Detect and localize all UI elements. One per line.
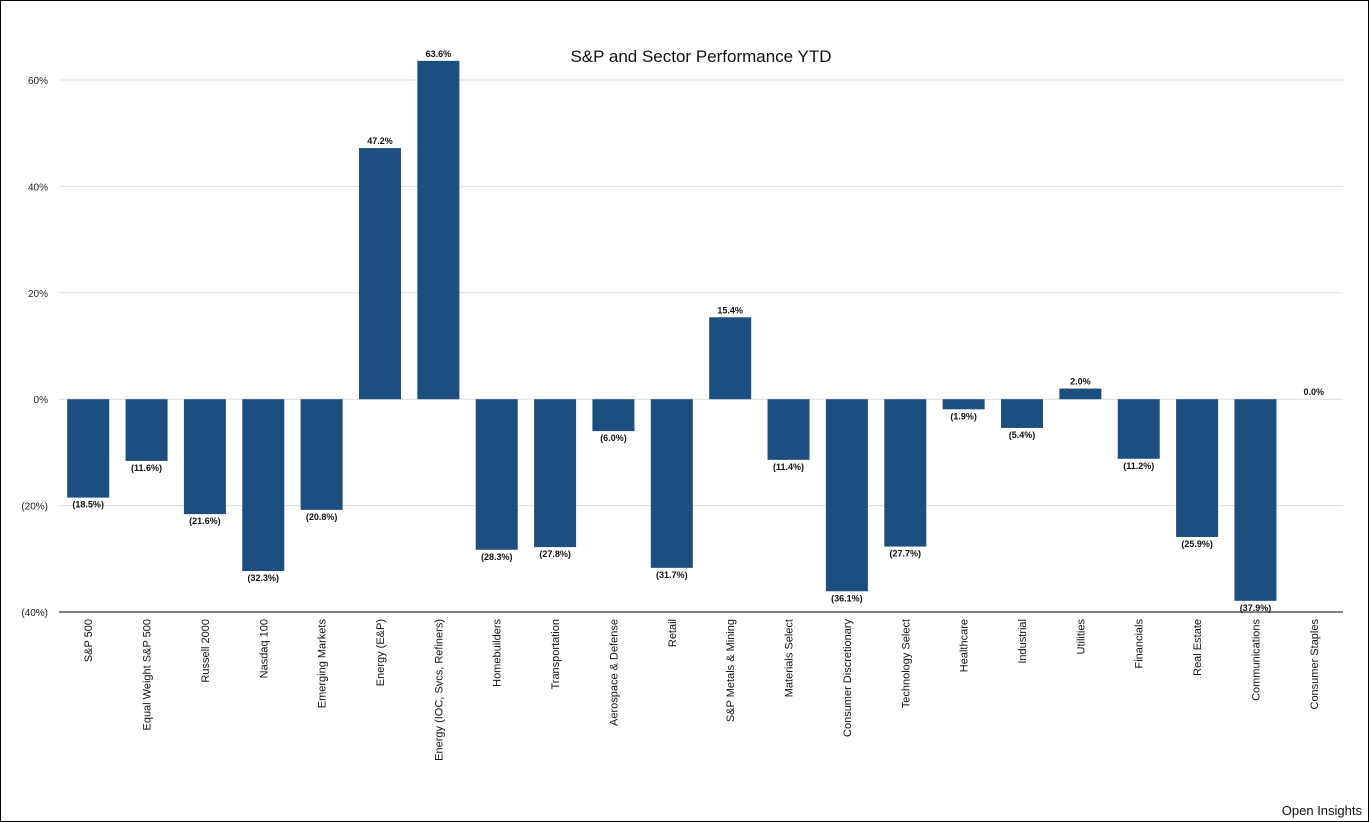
- bar: [825, 399, 868, 592]
- bar: [767, 399, 810, 460]
- x-tick-label: Industrial: [1017, 619, 1029, 664]
- x-tick-label: Equal Weight S&P 500: [142, 619, 154, 731]
- bar: [475, 399, 518, 550]
- bar: [358, 148, 402, 400]
- data-label: (6.0%): [600, 433, 627, 443]
- x-tick-label: Materials Select: [784, 619, 796, 697]
- data-label: (1.9%): [950, 411, 977, 421]
- data-label: (27.7%): [890, 549, 922, 559]
- x-tick-label: Real Estate: [1192, 619, 1204, 676]
- credit-label: Open Insights: [1281, 803, 1362, 818]
- data-label: (25.9%): [1181, 539, 1213, 549]
- data-label: (27.8%): [539, 549, 571, 559]
- y-tick-label: (40%): [21, 608, 48, 619]
- data-label: 0.0%: [1304, 387, 1325, 397]
- y-axis-ticks: 60% 40% 20% 0% (20%) (40%): [21, 76, 48, 619]
- x-tick-label: Retail: [667, 619, 679, 647]
- bar: [709, 317, 752, 400]
- bar: [942, 399, 985, 410]
- y-tick-label: 40%: [28, 182, 48, 193]
- x-tick-label: Energy (E&P): [375, 619, 387, 686]
- x-tick-label: Energy (IOC, Svcs, Refiners): [433, 619, 445, 761]
- x-tick-label: Utilities: [1075, 619, 1087, 655]
- data-label: (20.8%): [306, 512, 338, 522]
- y-tick-label: 0%: [34, 395, 49, 406]
- data-label: (18.5%): [72, 500, 104, 510]
- bar: [1234, 399, 1277, 601]
- data-label: 15.4%: [717, 305, 743, 315]
- x-tick-label: Consumer Staples: [1309, 619, 1321, 710]
- x-tick-label: Technology Select: [900, 619, 912, 708]
- bar: [125, 399, 168, 461]
- bar: [534, 399, 577, 548]
- data-label: 47.2%: [367, 136, 393, 146]
- x-tick-label: Homebuilders: [492, 619, 504, 687]
- data-label: (32.3%): [248, 573, 280, 583]
- bar: [1000, 399, 1044, 428]
- bar: [242, 399, 285, 572]
- data-label: (28.3%): [481, 552, 513, 562]
- data-label: (31.7%): [656, 570, 688, 580]
- x-tick-label: Financials: [1134, 619, 1146, 669]
- x-tick-label: Healthcare: [959, 619, 971, 672]
- bar: [1117, 399, 1160, 459]
- y-tick-label: (20%): [21, 502, 48, 513]
- x-tick-label: Aerospace & Defense: [608, 619, 620, 726]
- data-label: (5.4%): [1009, 430, 1036, 440]
- data-label: 63.6%: [426, 49, 452, 59]
- bar: [183, 399, 226, 515]
- y-tick-label: 20%: [28, 289, 48, 300]
- x-tick-label: Consumer Discretionary: [842, 619, 854, 737]
- x-tick-label: S&P Metals & Mining: [725, 619, 737, 722]
- bar: [650, 399, 693, 568]
- bars: [67, 60, 1277, 601]
- x-tick-label: Nasdaq 100: [258, 619, 270, 678]
- chart-title: S&P and Sector Performance YTD: [570, 47, 831, 66]
- data-label: (37.9%): [1240, 603, 1272, 613]
- data-labels: (18.5%) (11.6%) (21.6%) (32.3%) (20.8%) 47.2%…: [72, 49, 1324, 613]
- data-label: (11.4%): [773, 462, 804, 472]
- data-label: (36.1%): [831, 593, 863, 603]
- bar: [67, 399, 110, 498]
- x-axis-ticks: S&P 500 Equal Weight S&P 500 Russell 2000 N…: [83, 619, 1321, 761]
- bar: [417, 60, 460, 400]
- bar: [592, 399, 635, 432]
- x-tick-label: Emerging Markets: [317, 619, 329, 709]
- bar: [1176, 399, 1219, 537]
- bar: [1059, 388, 1102, 400]
- x-tick-label: Transportation: [550, 619, 562, 690]
- y-tick-label: 60%: [28, 76, 48, 87]
- x-tick-label: S&P 500: [83, 619, 95, 662]
- data-label: (11.6%): [131, 463, 162, 473]
- data-label: (21.6%): [189, 516, 221, 526]
- x-tick-label: Russell 2000: [200, 619, 212, 683]
- bar: [884, 399, 927, 547]
- bar: [300, 399, 343, 510]
- data-label: 2.0%: [1070, 377, 1091, 387]
- x-tick-label: Communications: [1250, 619, 1262, 701]
- data-label: (11.2%): [1123, 461, 1154, 471]
